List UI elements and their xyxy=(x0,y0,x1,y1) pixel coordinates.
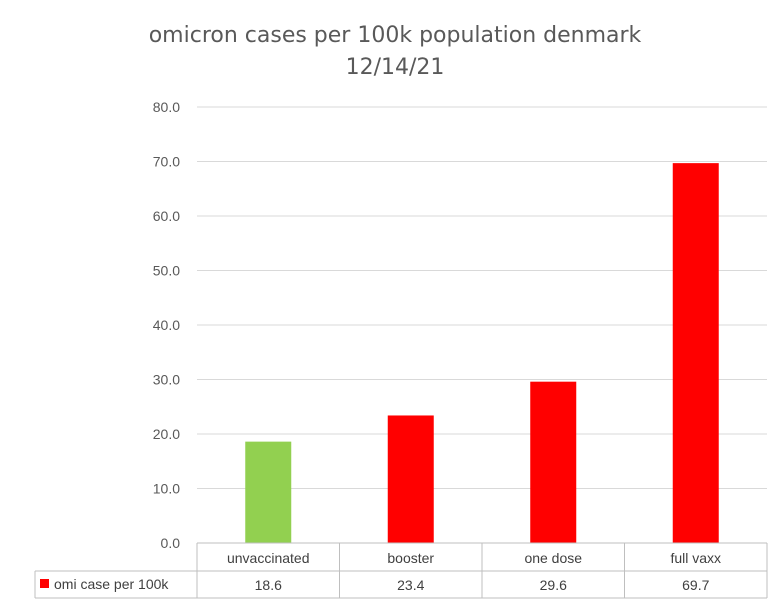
y-tick-label: 20.0 xyxy=(153,426,180,442)
value-label: 29.6 xyxy=(540,577,567,593)
value-label: 69.7 xyxy=(682,577,709,593)
value-label: 18.6 xyxy=(255,577,282,593)
y-tick-label: 50.0 xyxy=(153,263,180,279)
y-tick-label: 60.0 xyxy=(153,208,180,224)
legend-key xyxy=(40,579,49,588)
bar-one-dose xyxy=(530,381,577,543)
category-label: booster xyxy=(387,550,434,566)
y-tick-label: 0.0 xyxy=(161,535,181,551)
category-label: unvaccinated xyxy=(227,550,310,566)
chart-subtitle: 12/14/21 xyxy=(346,55,445,80)
y-tick-label: 30.0 xyxy=(153,372,180,388)
y-axis-ticks: 0.0 10.0 20.0 30.0 40.0 50.0 60.0 70.0 80.0 xyxy=(153,99,180,551)
series-name: omi case per 100k xyxy=(54,576,169,592)
category-label: one dose xyxy=(524,550,582,566)
category-label: full vaxx xyxy=(670,550,721,566)
y-tick-label: 80.0 xyxy=(153,99,180,115)
gridlines xyxy=(197,106,767,489)
y-tick-label: 10.0 xyxy=(153,481,180,497)
y-tick-label: 70.0 xyxy=(153,154,180,170)
bars xyxy=(245,163,719,543)
data-table: unvaccinated booster one dose full vaxx omi … xyxy=(34,542,768,599)
bar-full-vaxx xyxy=(672,163,719,543)
bar-booster xyxy=(387,415,434,543)
y-tick-label: 40.0 xyxy=(153,317,180,333)
chart-title: omicron cases per 100k population denmar… xyxy=(149,23,642,48)
value-label: 23.4 xyxy=(397,577,424,593)
bar-unvaccinated xyxy=(245,441,292,543)
